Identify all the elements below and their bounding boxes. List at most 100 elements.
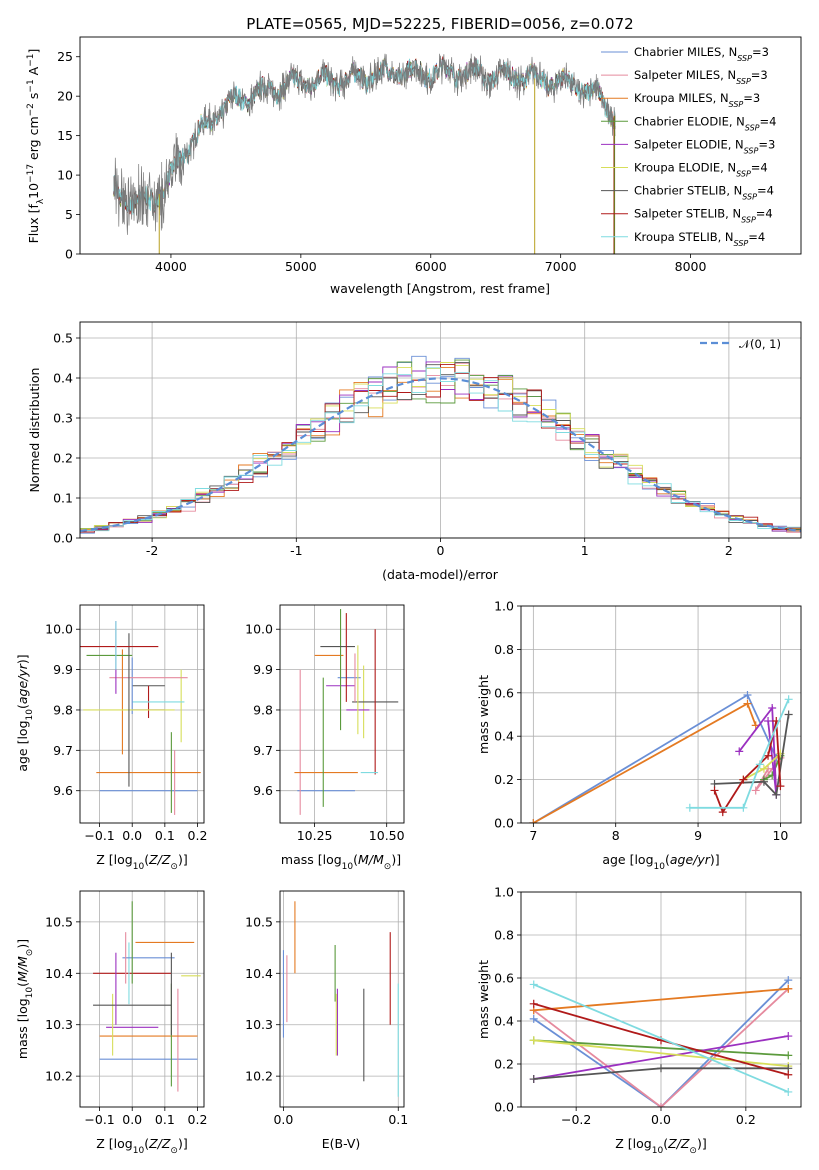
y-tick-label: 0.2 [494, 772, 514, 787]
ebv-mass-panel: 0.0 0.1 10.2 10.3 10.4 10.5 E(B-V) [245, 890, 408, 1151]
y-tick-label: 0.3 [53, 411, 73, 426]
weight-point-marker [739, 775, 748, 784]
weight-line-6 [533, 1039, 789, 1068]
x-tick-label: -2 [146, 543, 158, 558]
legend-label-5: Salpeter ELODIE, NSSP=3 [634, 137, 775, 155]
y-tick-label: 9.8 [253, 702, 273, 717]
x-tick-label: 0.0 [273, 1112, 293, 1127]
weight-point-marker [784, 976, 793, 985]
x-tick-label: 0.1 [388, 1112, 408, 1127]
y-axis-label: age [log10(age/yr)] [15, 654, 35, 771]
legend-label-7: Chabrier STELIB, NSSP=4 [634, 184, 774, 202]
x-tick-label: −0.2 [561, 1112, 591, 1127]
weight-point-marker [529, 980, 538, 989]
y-tick-label: 0.6 [494, 971, 514, 986]
weight-line-9 [689, 698, 790, 809]
axes-frame [520, 605, 802, 824]
weight-line-3 [533, 987, 789, 1012]
x-tick-label: 0.0 [122, 828, 142, 843]
x-tick-label: 0.2 [188, 828, 208, 843]
y-tick-label: 9.6 [53, 783, 73, 798]
x-tick-label: 8 [612, 828, 620, 843]
weight-point-marker [764, 751, 773, 760]
x-tick-label: 0.0 [122, 1112, 142, 1127]
y-tick-label: 15 [57, 128, 73, 143]
y-tick-label: 9.9 [53, 662, 73, 677]
legend-label-6: Kroupa ELODIE, NSSP=4 [634, 161, 768, 179]
y-tick-label: 0.0 [53, 531, 73, 546]
y-tick-label: 0.4 [53, 371, 73, 386]
observed-spectrum [113, 53, 616, 235]
y-tick-label: 10.5 [245, 914, 273, 929]
x-axis-label: mass [log10(M/M⊙)] [281, 852, 401, 872]
y-tick-label: 10.4 [45, 966, 73, 981]
weight-point-marker [685, 803, 694, 812]
x-axis-label: E(B-V) [322, 1136, 361, 1151]
histogram-step-9 [80, 367, 801, 533]
weight-line-5 [533, 1035, 789, 1080]
y-tick-label: 9.6 [253, 783, 273, 798]
weight-point-marker [739, 803, 748, 812]
residual-histogram-panel: -2 -1 0 1 2 0.0 0.1 0.2 0.3 0.4 0.5 (data-model)/er… [27, 321, 802, 582]
plot-area [521, 606, 801, 823]
x-tick-label: 8000 [675, 259, 707, 274]
y-tick-label: 10.0 [245, 622, 273, 637]
weight-point-marker [764, 717, 773, 726]
y-tick-label: 0.2 [494, 1057, 514, 1072]
plot-area [280, 605, 404, 823]
weight-line-5 [738, 705, 778, 795]
y-tick-label: 5 [65, 207, 73, 222]
x-tick-label: −0.1 [84, 828, 114, 843]
chart-title: PLATE=0565, MJD=52225, FIBERID=0056, z=0… [246, 15, 633, 33]
weight-point-marker [735, 747, 744, 756]
x-axis-label: Z [log10(Z/Z⊙)] [96, 852, 187, 872]
y-axis-label: mass weight [476, 675, 491, 754]
y-tick-label: 0 [65, 247, 73, 262]
weight-point-marker [776, 782, 785, 791]
weight-point-marker [784, 984, 793, 993]
y-tick-label: 0.5 [53, 331, 73, 346]
z-age-panel: −0.1 0.0 0.1 0.2 9.6 9.7 9.8 9.9 10.0 Z [log10(Z/… [15, 604, 208, 872]
y-tick-label: 1.0 [494, 885, 514, 900]
axes-frame [279, 890, 405, 1108]
plot-area [113, 53, 616, 254]
weight-point-marker [772, 790, 781, 799]
weight-point-marker [529, 819, 538, 823]
x-tick-label: 10.50 [369, 828, 405, 843]
x-tick-label: 0.2 [736, 1112, 756, 1127]
y-tick-label: 1.0 [494, 599, 514, 614]
weight-line-7 [714, 714, 790, 797]
y-axis-label: mass [log10(M/M⊙)] [15, 939, 35, 1059]
weight-point-marker [743, 699, 752, 708]
y-tick-label: 0.8 [494, 928, 514, 943]
charts: 4000 5000 6000 7000 80000510152025PLATE=0565… [15, 15, 802, 1156]
x-tick-label: 5000 [285, 259, 317, 274]
x-tick-label: 0.2 [188, 1112, 208, 1127]
x-tick-label: 7 [529, 828, 537, 843]
weight-line-1 [533, 979, 789, 1107]
weight-point-marker [657, 1064, 665, 1073]
weight-point-marker [784, 710, 793, 719]
y-axis-label: Normed distribution [27, 368, 42, 493]
legend-label-1: Chabrier MILES, NSSP=3 [634, 45, 769, 63]
z-mass-panel: −0.1 0.0 0.1 0.2 10.2 10.3 10.4 10.5 Z [log10(Z/… [15, 890, 208, 1156]
axes-frame [520, 891, 802, 1108]
y-tick-label: 25 [57, 49, 73, 64]
weight-point-marker [529, 999, 538, 1008]
x-tick-label: 7000 [545, 259, 577, 274]
age-weight-panel: 7 8 9 10 0.0 0.2 0.4 0.6 0.8 1.0 mass weight age [l… [476, 599, 802, 872]
weight-point-marker [759, 764, 768, 773]
legend-label-2: Salpeter MILES, NSSP=3 [634, 68, 768, 86]
weight-line-9 [533, 983, 789, 1093]
weight-point-marker [751, 786, 760, 795]
y-tick-label: 9.7 [253, 743, 273, 758]
x-tick-label: 10 [772, 828, 788, 843]
plot-area [80, 605, 204, 823]
legend-label-8: Salpeter STELIB, NSSP=4 [634, 207, 773, 225]
y-tick-label: 10.0 [45, 622, 73, 637]
y-tick-label: 0.0 [494, 816, 514, 831]
plot-area [80, 322, 801, 538]
weight-point-marker [657, 1103, 665, 1107]
y-tick-label: 0.6 [494, 685, 514, 700]
